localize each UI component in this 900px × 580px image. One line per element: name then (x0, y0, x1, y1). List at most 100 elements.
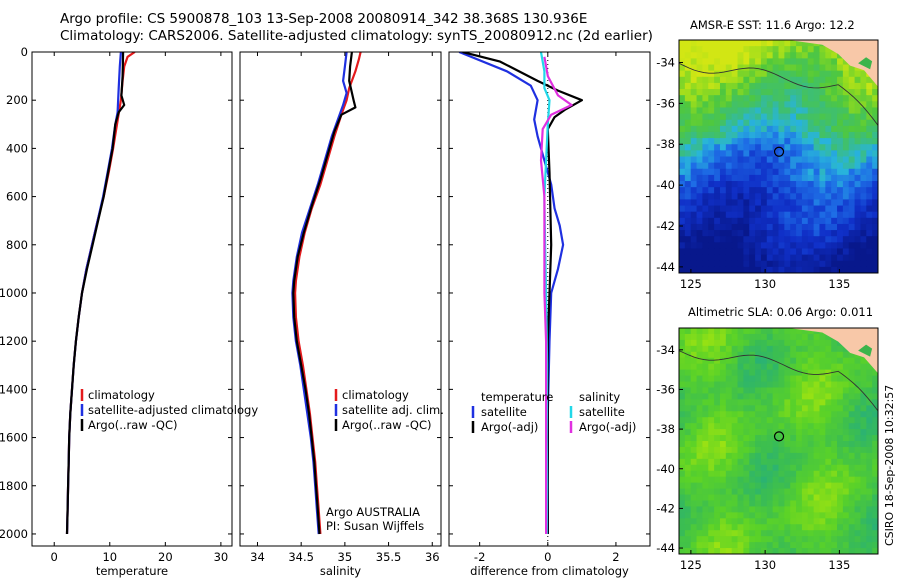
map-cell (837, 131, 844, 139)
map-cell (725, 381, 733, 389)
map-cell (702, 381, 709, 389)
map-cell (813, 260, 821, 268)
map-cell (755, 328, 762, 335)
map-cell (755, 542, 762, 549)
map-cell (801, 542, 809, 549)
map-cell (831, 254, 838, 262)
map-cell (842, 89, 850, 96)
map-cell (807, 345, 815, 353)
map-cell (796, 446, 803, 454)
map-cell (819, 405, 826, 412)
map-cell (772, 417, 780, 424)
map-cell (848, 393, 856, 400)
map-cell (778, 357, 785, 365)
map-cell (749, 476, 756, 484)
map-cell (807, 328, 815, 335)
map-cell (837, 423, 844, 430)
map-cell (702, 107, 709, 115)
map-cell (714, 387, 721, 395)
map-cell (837, 89, 844, 96)
map-cell (725, 470, 733, 478)
map-cell (719, 125, 727, 133)
map-cell (755, 156, 762, 164)
map-cell (749, 399, 756, 406)
map-cell (860, 107, 867, 115)
map-cell (772, 168, 780, 176)
map-cell (778, 125, 785, 133)
x-tick-label: 30 (214, 550, 229, 564)
map-cell (860, 405, 867, 412)
map-cell (737, 363, 744, 371)
map-cell (819, 236, 826, 243)
map-cell (679, 351, 686, 359)
map-cell (825, 452, 832, 460)
map-cell (690, 417, 698, 424)
map-cell (796, 254, 803, 262)
map-cell (760, 199, 768, 207)
map-cell (784, 470, 791, 478)
map-cell (760, 512, 768, 519)
map-cell (684, 266, 692, 273)
map-cell (831, 95, 838, 102)
map-cell (778, 156, 785, 164)
map-cell (807, 500, 815, 508)
map-cell (784, 488, 791, 496)
map-cell (760, 131, 768, 139)
map-cell (725, 101, 733, 109)
map-cell (772, 223, 780, 231)
map-cell (743, 393, 750, 400)
map-cell (866, 168, 873, 176)
map-cell (872, 518, 878, 525)
map-cell (772, 548, 780, 554)
map-cell (837, 351, 844, 359)
map-cell (731, 518, 739, 525)
map-cell (743, 113, 750, 121)
map-cell (684, 82, 692, 90)
map-cell (796, 530, 803, 537)
map-cell (813, 506, 821, 513)
map-cell (708, 52, 715, 59)
map-cell (796, 548, 803, 554)
map-cell (696, 70, 704, 78)
map-cell (766, 144, 774, 151)
map-cell (755, 113, 762, 121)
map-cell (737, 464, 744, 472)
map-cell (737, 64, 744, 72)
map-cell (813, 230, 821, 237)
map-cell (725, 95, 733, 102)
map-cell (702, 506, 709, 513)
map-cell (784, 95, 791, 102)
map-cell (725, 266, 733, 273)
map-cell (714, 542, 721, 549)
map-cell (749, 162, 756, 170)
map-cell (766, 530, 774, 537)
map-cell (825, 119, 832, 127)
shelf-contour (679, 62, 878, 126)
map-cell (772, 328, 780, 335)
map-cell (813, 446, 821, 454)
map-cell (842, 536, 850, 543)
map-cell (825, 125, 832, 133)
map-cell (755, 351, 762, 359)
map-cell (690, 530, 698, 537)
map-cell (813, 70, 821, 78)
map-cell (714, 199, 721, 207)
map-cell (854, 168, 862, 176)
map-cell (731, 125, 739, 133)
map-cell (679, 488, 686, 496)
map-cell (725, 260, 733, 268)
map-cell (702, 363, 709, 371)
map-cell (696, 494, 704, 502)
map-cell (772, 119, 780, 127)
map-cell (708, 530, 715, 537)
map-cell (696, 223, 704, 231)
map-cell (848, 82, 856, 90)
map-cell (702, 530, 709, 537)
map-cell (807, 417, 815, 424)
map-cell (807, 333, 815, 341)
map-cell (854, 488, 862, 496)
map-cell (731, 46, 739, 53)
map-cell (796, 52, 803, 59)
map-cell (813, 357, 821, 365)
map-cell (760, 150, 768, 158)
